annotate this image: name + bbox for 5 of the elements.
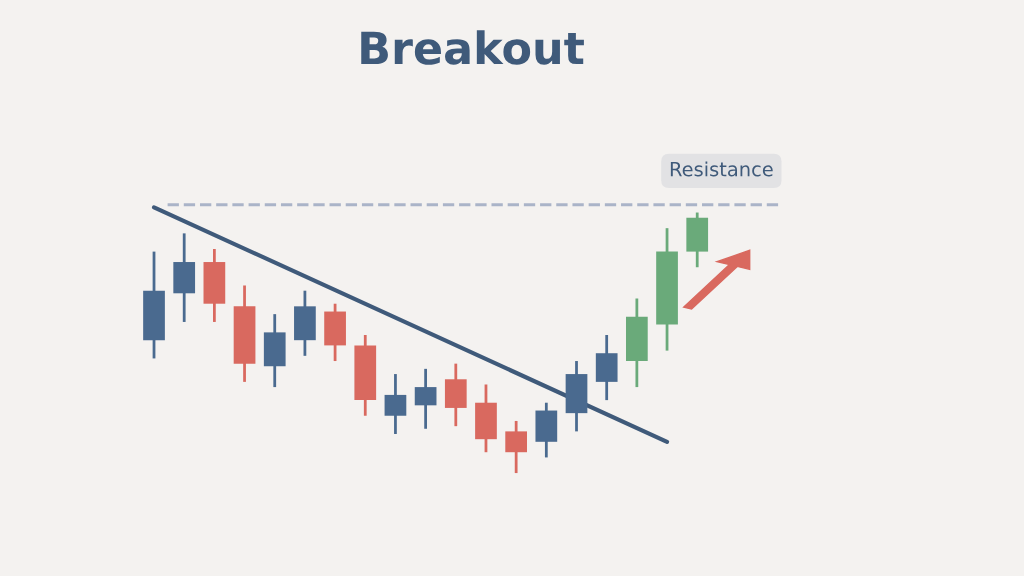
- candlestick: [384, 372, 407, 436]
- ref-line-label: Resistance: [670, 161, 773, 177]
- candlestick: [505, 419, 528, 475]
- chart-title: Breakout: [361, 30, 584, 65]
- candlestick: [414, 367, 437, 431]
